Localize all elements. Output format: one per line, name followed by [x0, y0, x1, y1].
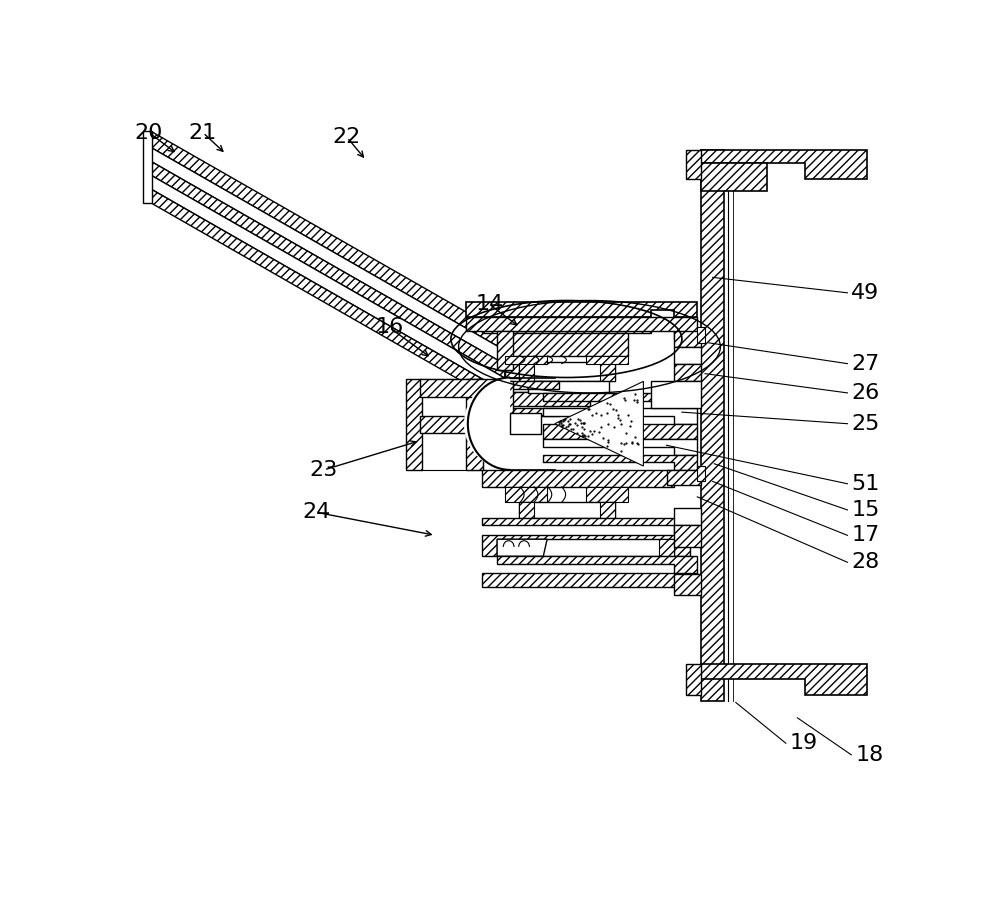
- Polygon shape: [528, 382, 609, 393]
- Bar: [505, 382, 512, 424]
- Bar: [505, 333, 628, 356]
- Bar: [519, 502, 615, 518]
- Polygon shape: [701, 164, 767, 191]
- Bar: [697, 328, 705, 343]
- Polygon shape: [651, 382, 701, 409]
- Polygon shape: [151, 189, 505, 406]
- Text: 15: 15: [851, 500, 880, 520]
- Text: 23: 23: [310, 460, 338, 480]
- Wedge shape: [464, 377, 510, 470]
- Text: 27: 27: [851, 354, 880, 373]
- Polygon shape: [466, 318, 697, 339]
- Bar: [505, 409, 559, 416]
- Text: 19: 19: [790, 734, 818, 753]
- Bar: [143, 131, 152, 202]
- Bar: [482, 470, 674, 487]
- Polygon shape: [406, 379, 422, 470]
- Text: 14: 14: [475, 294, 504, 314]
- Text: 24: 24: [302, 502, 330, 522]
- Bar: [505, 487, 547, 502]
- Text: 49: 49: [851, 283, 880, 302]
- Polygon shape: [674, 346, 701, 364]
- Polygon shape: [666, 470, 701, 485]
- Text: 21: 21: [189, 122, 217, 142]
- Polygon shape: [674, 526, 701, 547]
- Text: 28: 28: [851, 553, 880, 572]
- Polygon shape: [420, 379, 505, 397]
- Bar: [482, 573, 697, 587]
- Bar: [505, 378, 590, 392]
- Bar: [505, 356, 547, 364]
- Text: 16: 16: [375, 318, 403, 338]
- Polygon shape: [151, 161, 505, 378]
- Polygon shape: [701, 150, 867, 179]
- Bar: [510, 413, 541, 435]
- Bar: [497, 539, 512, 556]
- Text: 26: 26: [851, 382, 880, 403]
- Bar: [701, 150, 724, 701]
- Polygon shape: [686, 664, 701, 695]
- Text: 18: 18: [855, 745, 883, 765]
- Bar: [505, 382, 559, 389]
- Bar: [600, 362, 615, 382]
- Polygon shape: [482, 536, 690, 556]
- Text: 25: 25: [851, 414, 880, 434]
- Polygon shape: [543, 439, 697, 454]
- Text: 20: 20: [135, 122, 163, 142]
- Polygon shape: [151, 148, 505, 364]
- Bar: [519, 502, 534, 518]
- Text: 17: 17: [851, 526, 880, 545]
- Bar: [600, 502, 615, 518]
- Polygon shape: [543, 424, 697, 439]
- Polygon shape: [466, 379, 483, 470]
- Polygon shape: [543, 454, 697, 470]
- Polygon shape: [420, 416, 505, 433]
- Polygon shape: [686, 150, 701, 179]
- Bar: [586, 487, 628, 502]
- Polygon shape: [497, 539, 547, 556]
- Polygon shape: [674, 364, 701, 382]
- Bar: [505, 350, 590, 365]
- Bar: [505, 364, 590, 378]
- Polygon shape: [151, 131, 505, 350]
- Polygon shape: [466, 302, 697, 318]
- Text: 51: 51: [851, 473, 880, 494]
- Bar: [519, 362, 534, 382]
- Text: 22: 22: [333, 127, 361, 148]
- Polygon shape: [482, 518, 697, 536]
- Polygon shape: [555, 382, 643, 466]
- Bar: [505, 392, 590, 406]
- Polygon shape: [543, 393, 697, 409]
- Polygon shape: [674, 508, 701, 526]
- Polygon shape: [151, 175, 505, 392]
- Bar: [519, 362, 615, 382]
- Polygon shape: [420, 379, 483, 470]
- Bar: [482, 318, 651, 333]
- Polygon shape: [543, 409, 697, 424]
- Bar: [659, 539, 674, 556]
- Bar: [697, 466, 705, 482]
- Bar: [497, 331, 512, 370]
- Polygon shape: [674, 574, 701, 595]
- Bar: [505, 334, 590, 350]
- Bar: [586, 356, 628, 364]
- Polygon shape: [497, 556, 697, 574]
- Polygon shape: [674, 331, 701, 346]
- Polygon shape: [701, 664, 867, 695]
- Bar: [497, 539, 674, 556]
